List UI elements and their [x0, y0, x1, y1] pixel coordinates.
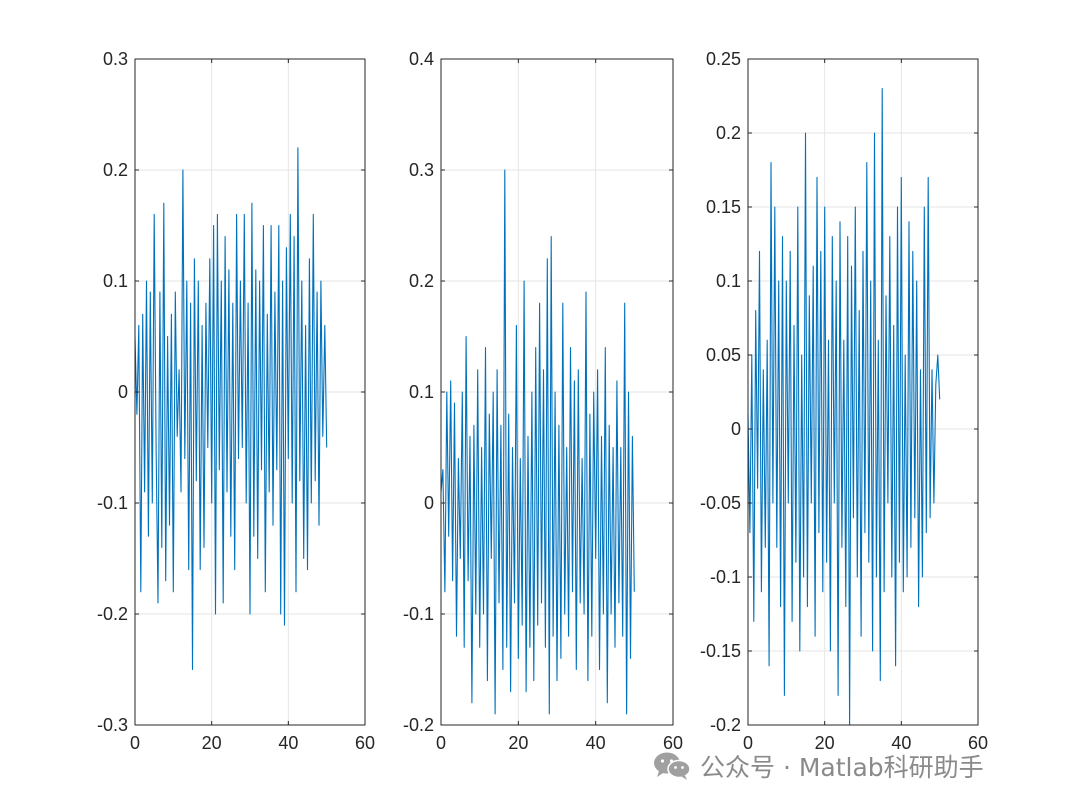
y-tick-label: -0.1	[403, 604, 434, 624]
subplot-2: 0 20 40 60 -0.2 -0.1 0 0.1 0.2 0.3 0.4	[403, 49, 683, 753]
y-tick-label: -0.1	[97, 493, 128, 513]
watermark-text: 公众号 · Matlab科研助手	[700, 753, 984, 782]
x-tick-label: 40	[586, 733, 606, 753]
watermark: 公众号 · Matlab科研助手	[652, 746, 984, 786]
axes-box	[747, 58, 979, 726]
y-tick-label: 0.2	[409, 271, 434, 291]
series-line-1	[747, 88, 941, 726]
subplot-1: 0 20 40 60 -0.3 -0.2 -0.1 0 0.1 0.2 0.3	[97, 49, 375, 753]
y-tick-label: 0.1	[716, 271, 741, 291]
x-tick-label: 40	[891, 733, 911, 753]
x-tick-label: 20	[815, 733, 835, 753]
y-tick-label: -0.1	[710, 567, 741, 587]
y-tick-label: -0.2	[403, 715, 434, 735]
y-tick-label: 0.1	[409, 382, 434, 402]
x-tick-label: 0	[130, 733, 140, 753]
x-tick-label: 20	[202, 733, 222, 753]
y-tick-label: 0.15	[706, 197, 741, 217]
wechat-logo-icon	[654, 752, 691, 780]
x-tick-label: 60	[968, 733, 988, 753]
y-tick-label: -0.05	[700, 493, 741, 513]
y-tick-label: -0.2	[97, 604, 128, 624]
subplot-3: 0 20 40 60 -0.2 -0.15 -0.1 -0.05 0 0.05 0.1 0.15 0.2…	[700, 49, 988, 753]
y-tick-label: 0.3	[103, 49, 128, 69]
y-tick-label: -0.15	[700, 641, 741, 661]
series-line-1	[440, 169, 635, 715]
y-tick-label: 0.05	[706, 345, 741, 365]
y-tick-label: 0.4	[409, 49, 434, 69]
y-tick-label: 0.25	[706, 49, 741, 69]
y-tick-label: 0.1	[103, 271, 128, 291]
y-tick-label: -0.2	[710, 715, 741, 735]
y-tick-label: 0.2	[103, 160, 128, 180]
x-tick-label: 20	[508, 733, 528, 753]
x-tick-label: 40	[278, 733, 298, 753]
y-tick-label: 0.2	[716, 123, 741, 143]
x-tick-label: 0	[436, 733, 446, 753]
y-tick-label: 0.3	[409, 160, 434, 180]
x-tick-label: 60	[663, 733, 683, 753]
y-tick-label: -0.3	[97, 715, 128, 735]
y-tick-label: 0	[731, 419, 741, 439]
x-tick-label: 0	[743, 733, 753, 753]
y-tick-label: 0	[424, 493, 434, 513]
x-tick-label: 60	[355, 733, 375, 753]
series-line-1	[134, 147, 328, 671]
y-tick-label: 0	[118, 382, 128, 402]
